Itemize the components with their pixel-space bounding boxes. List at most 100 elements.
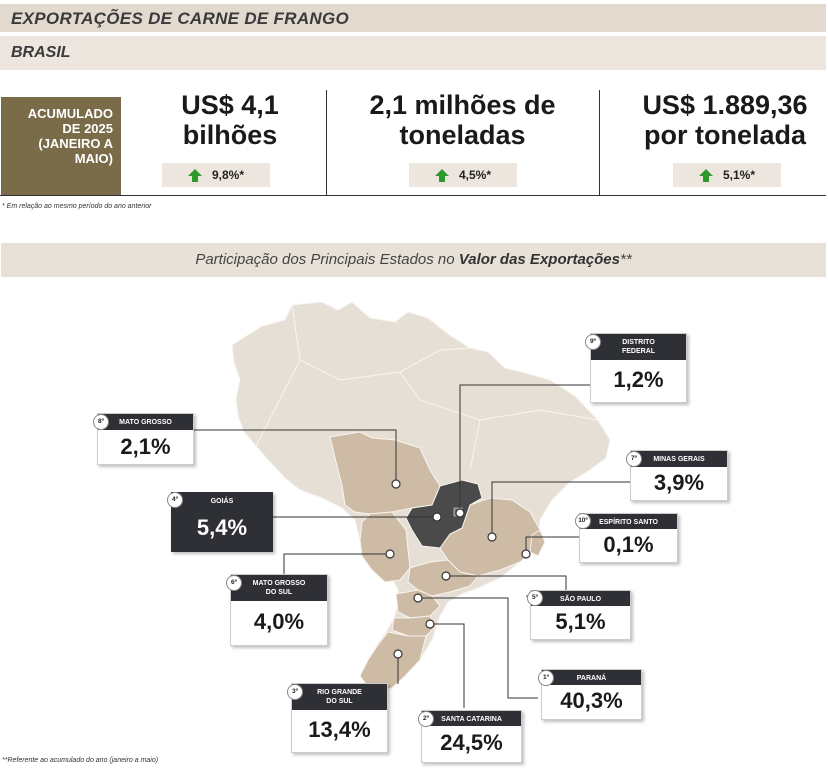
page-subtitle: BRASIL [11, 44, 71, 61]
title-bar: EXPORTAÇÕES DE CARNE DE FRANGO [0, 4, 826, 32]
state-value: 3,9% [653, 470, 705, 495]
state-card-distrito-federal: DISTRITO FEDERAL 1,2% [590, 333, 687, 403]
section-suffix: ** [619, 251, 632, 268]
period-line: (JANEIRO A [38, 136, 113, 151]
state-value: 40,3% [560, 688, 623, 713]
map-footnote: **Referente ao acumulado do ano (janeiro… [2, 757, 159, 764]
metric-line: toneladas [399, 120, 526, 150]
state-label: SÃO PAULO [531, 591, 630, 606]
state-label: ESPÍRITO SANTO [580, 514, 677, 529]
state-value: 0,1% [603, 532, 654, 557]
period-line: DE 2025 [62, 121, 113, 136]
state-label: SANTA CATARINA [422, 711, 521, 726]
leader-lines [192, 384, 632, 708]
state-card-mato-grosso: MATO GROSSO 2,1% [97, 413, 194, 465]
page-title: EXPORTAÇÕES DE CARNE DE FRANGO [11, 9, 350, 28]
marker-mt [391, 479, 401, 489]
metric-value: US$ 4,1 bilhões [140, 90, 320, 150]
leader-pr [418, 597, 538, 699]
state-value: 4,0% [253, 609, 305, 634]
marker-mg [487, 532, 497, 542]
change-value: 4,5%* [458, 168, 492, 182]
rank-badge: 1º [538, 670, 554, 686]
rank-badge: 10º [575, 513, 591, 529]
state-card-rio-grande-do-sul: RIO GRANDE DO SUL 13,4% [291, 683, 388, 753]
arrow-up-icon [434, 168, 449, 182]
metric-price: US$ 1.889,36 por tonelada [620, 90, 828, 150]
rank-badge: 4º [167, 492, 183, 508]
rank-badge: 7º [626, 451, 642, 467]
state-name-line: RIO GRANDE [317, 689, 362, 696]
section-bold: Valor das Exportações [458, 251, 620, 268]
state-label: RIO GRANDE DO SUL [292, 684, 387, 710]
parana-region [395, 589, 441, 619]
rank-badge: 9º [585, 334, 601, 350]
goias-region [405, 479, 483, 549]
state-borders [255, 304, 599, 471]
change-value: 9,8%* [211, 168, 245, 182]
change-badge: 4,5%* [409, 163, 517, 187]
state-label: DISTRITO FEDERAL [591, 334, 686, 360]
state-value: 5,4% [196, 515, 248, 540]
marker-sc [425, 619, 435, 629]
marker-es [521, 549, 531, 559]
divider [326, 90, 327, 196]
marker-rs [393, 649, 403, 659]
metric-weight: 2,1 milhões de toneladas [335, 90, 590, 150]
marker-dots [385, 479, 531, 659]
metric-line: 2,1 milhões de [369, 90, 556, 120]
leader-es [525, 536, 580, 553]
rank-badge: 8º [93, 414, 109, 430]
marker-pr [413, 593, 423, 603]
state-value: 24,5% [440, 730, 503, 755]
state-value: 2,1% [120, 434, 171, 459]
metric-line: US$ 1.889,36 [642, 90, 808, 120]
metric-line: por tonelada [643, 120, 806, 150]
state-name-line: FEDERAL [621, 348, 656, 355]
state-card-parana: PARANÁ 40,3% [541, 669, 642, 720]
change-badge: 5,1%* [673, 163, 781, 187]
state-card-sao-paulo: SÃO PAULO 5,1% [530, 590, 631, 640]
state-name-line: DO SUL [326, 698, 353, 705]
section-heading: Participação dos Principais Estados no V… [1, 243, 826, 277]
state-label: GOIÁS [172, 493, 272, 507]
footnote: * Em relação ao mesmo período do ano ant… [2, 203, 152, 210]
arrow-up-icon [187, 168, 202, 182]
state-label: MATO GROSSO DO SUL [231, 575, 327, 601]
divider-line [0, 195, 826, 196]
state-value: 5,1% [555, 609, 606, 634]
state-label: MINAS GERAIS [631, 451, 727, 467]
metric-line: US$ 4,1 [181, 90, 279, 120]
state-value: 13,4% [308, 717, 371, 742]
state-label: MATO GROSSO [98, 414, 193, 430]
period-block: ACUMULADO DE 2025 (JANEIRO A MAIO) [1, 97, 121, 195]
period-line: MAIO) [74, 151, 113, 166]
marker-sp [441, 571, 451, 581]
change-badge: 9,8%* [162, 163, 270, 187]
divider [599, 90, 600, 196]
rank-badge: 3º [287, 684, 303, 700]
state-name-line: DO SUL [265, 589, 293, 596]
subtitle-bar: BRASIL [0, 36, 826, 70]
marker-go [432, 512, 442, 522]
state-name-line: MATO GROSSO [252, 580, 306, 587]
state-value: 1,2% [613, 367, 664, 392]
state-label: PARANÁ [542, 670, 641, 685]
rank-badge: 2º [418, 711, 434, 727]
metric-line: bilhões [182, 120, 278, 150]
state-card-santa-catarina: SANTA CATARINA 24,5% [421, 710, 522, 763]
state-card-mato-grosso-do-sul: MATO GROSSO DO SUL 4,0% [230, 574, 328, 646]
brazil-map [192, 301, 632, 708]
arrow-up-icon [698, 168, 713, 182]
leader-mg [491, 481, 632, 536]
marker-ms [385, 549, 395, 559]
state-card-goias: GOIÁS 5,4% [171, 492, 273, 552]
state-card-espirito-santo: ESPÍRITO SANTO 0,1% [579, 513, 678, 563]
leader-sc [430, 623, 465, 708]
marker-df [455, 508, 465, 518]
rank-badge: 6º [226, 575, 242, 591]
period-line: ACUMULADO [27, 106, 113, 121]
change-value: 5,1%* [722, 168, 756, 182]
rank-badge: 5º [527, 590, 543, 606]
rio-grande-do-sul-region [359, 631, 427, 693]
